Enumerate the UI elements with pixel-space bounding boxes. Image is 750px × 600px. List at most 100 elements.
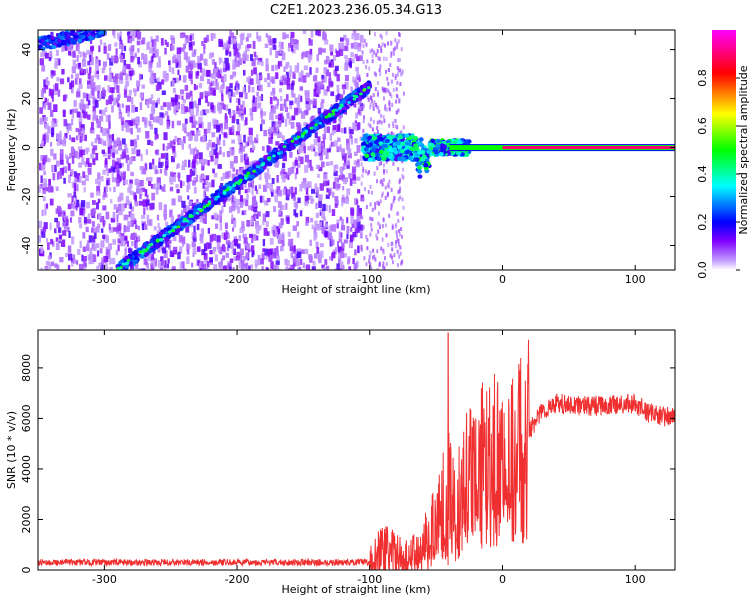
noise-cell <box>238 187 241 195</box>
noise-cell <box>270 91 274 96</box>
noise-cell <box>173 250 177 255</box>
noise-cell <box>356 216 361 222</box>
noise-cell <box>218 57 221 65</box>
noise-cell <box>250 245 255 252</box>
noise-cell <box>256 31 259 40</box>
noise-cell <box>233 238 239 246</box>
noise-cell <box>143 224 148 230</box>
doppler-cell <box>371 136 377 141</box>
noise-cell <box>121 138 126 145</box>
noise-cell <box>154 169 159 175</box>
noise-cell <box>289 70 292 78</box>
noise-cell <box>141 53 144 60</box>
noise-cell <box>310 217 314 223</box>
noise-cell <box>249 78 254 85</box>
scatter-cell <box>382 88 385 93</box>
noise-cell <box>201 135 206 143</box>
scatter-cell <box>390 94 393 99</box>
noise-cell <box>291 34 294 42</box>
noise-cell <box>309 165 313 171</box>
noise-cell <box>195 109 199 116</box>
scatter-cell <box>396 234 398 239</box>
noise-cell <box>207 261 210 268</box>
noise-cell <box>325 161 330 166</box>
noise-cell <box>205 95 208 103</box>
noise-cell <box>343 34 347 41</box>
scatter-cell <box>376 126 379 131</box>
noise-cell <box>184 159 187 167</box>
noise-cell <box>198 98 201 106</box>
noise-cell <box>246 77 249 83</box>
main-trace-core <box>118 267 122 270</box>
noise-cell <box>245 153 248 160</box>
noise-cell <box>108 121 111 129</box>
noise-cell <box>157 223 160 229</box>
noise-cell <box>97 198 101 204</box>
noise-cell <box>146 203 149 211</box>
scatter-cell <box>367 171 370 176</box>
noise-cell <box>340 261 344 270</box>
noise-cell <box>261 94 264 101</box>
upper-trace-cell <box>87 35 93 40</box>
noise-cell <box>324 230 329 237</box>
scatter-cell <box>390 131 393 136</box>
noise-cell <box>44 85 49 90</box>
main-trace-core <box>352 97 357 101</box>
noise-cell <box>272 230 275 237</box>
scatter-cell <box>387 68 390 72</box>
noise-cell <box>123 93 127 98</box>
noise-cell <box>172 174 175 182</box>
noise-cell <box>181 165 186 171</box>
noise-cell <box>100 262 104 270</box>
doppler-cell <box>376 156 382 162</box>
noise-cell <box>51 165 54 173</box>
doppler-cell <box>361 141 366 147</box>
noise-cell <box>253 67 257 75</box>
noise-cell <box>228 206 233 213</box>
noise-cell <box>50 141 53 147</box>
noise-cell <box>341 200 344 207</box>
noise-cell <box>105 114 110 122</box>
scatter-cell <box>394 244 397 249</box>
scatter-cell <box>373 71 376 76</box>
noise-cell <box>71 257 74 264</box>
noise-cell <box>167 239 172 244</box>
noise-cell <box>47 102 52 110</box>
noise-cell <box>76 55 79 62</box>
noise-cell <box>150 94 154 99</box>
noise-cell <box>233 48 237 56</box>
noise-cell <box>43 116 48 122</box>
scatter-cell <box>380 120 383 125</box>
noise-cell <box>92 158 96 165</box>
noise-cell <box>308 99 313 105</box>
scatter-cell <box>366 59 369 64</box>
noise-cell <box>339 144 342 150</box>
noise-cell <box>263 184 267 192</box>
spectrogram-content <box>38 30 675 270</box>
scatter-cell <box>396 250 399 255</box>
noise-cell <box>252 97 257 105</box>
noise-cell <box>203 46 206 54</box>
scatter-cell <box>376 49 379 54</box>
noise-cell <box>193 83 196 91</box>
noise-cell <box>191 170 195 176</box>
noise-cell <box>105 211 110 220</box>
noise-cell <box>355 199 359 205</box>
doppler-cell <box>442 144 447 149</box>
noise-cell <box>89 55 92 62</box>
noise-cell <box>346 225 350 234</box>
scatter-cell <box>382 56 385 61</box>
noise-cell <box>358 55 363 61</box>
noise-cell <box>179 262 183 270</box>
noise-cell <box>91 148 96 155</box>
y-tick-label: 4000 <box>20 455 33 483</box>
scatter-cell <box>363 38 366 43</box>
noise-cell <box>187 195 190 200</box>
noise-cell <box>262 146 265 151</box>
noise-cell <box>110 148 114 156</box>
scatter-cell <box>387 81 390 86</box>
noise-cell <box>196 130 201 136</box>
noise-cell <box>101 89 107 97</box>
noise-cell <box>241 260 245 267</box>
noise-cell <box>151 100 155 105</box>
